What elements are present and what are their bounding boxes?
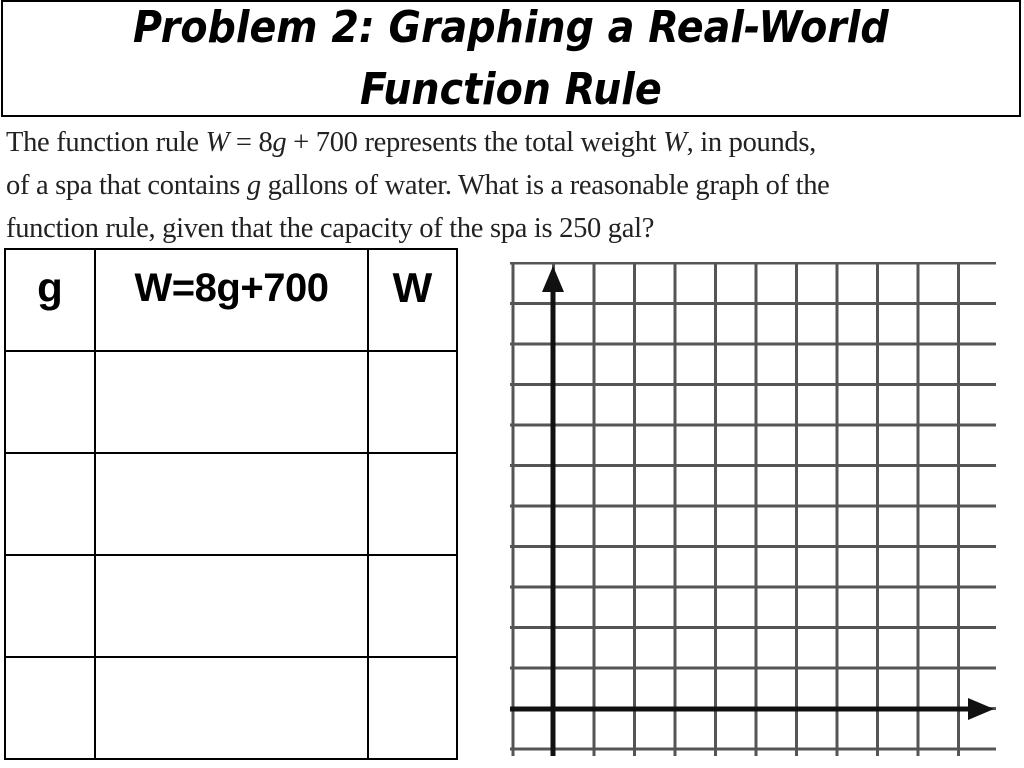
problem-text-segment: + 700 represents the total weight [286, 127, 664, 158]
problem-text-segment: = 8 [229, 127, 273, 158]
table-row [4, 656, 458, 760]
grid-lines [510, 262, 996, 756]
problem-statement: The function rule W = 8g + 700 represent… [6, 121, 1020, 250]
problem-text-segment: of a spa that contains [6, 170, 247, 201]
problem-line-1: The function rule W = 8g + 700 represent… [6, 121, 1020, 164]
table-cell [4, 656, 96, 760]
table-cell [94, 350, 369, 454]
table-cell [94, 452, 369, 556]
math-variable: g [272, 127, 287, 158]
coordinate-grid [510, 262, 996, 756]
table-row [4, 452, 458, 556]
y-axis-arrow-icon [542, 266, 564, 292]
table-cell [367, 452, 458, 556]
header-rule: W=8g+700 [94, 248, 369, 352]
table-header-row: g W=8g+700 W [4, 248, 458, 352]
math-variable: g [246, 170, 261, 201]
header-w: W [367, 248, 458, 352]
table-cell [367, 656, 458, 760]
table-row [4, 554, 458, 658]
problem-text-segment: gallons of water. What is a reasonable g… [260, 170, 830, 201]
table-cell [367, 350, 458, 454]
problem-text-segment: , in pounds, [686, 127, 817, 158]
problem-text-segment: function rule, given that the capacity o… [6, 213, 655, 244]
math-variable: W [663, 127, 687, 158]
x-axis-arrow-icon [968, 698, 994, 720]
title-box: Problem 2: Graphing a Real-World Functio… [1, 0, 1021, 117]
table-cell [94, 656, 369, 760]
title-line-2: Function Rule [360, 63, 662, 115]
problem-text-segment: The function rule [6, 127, 206, 158]
table-cell [94, 554, 369, 658]
problem-line-2: of a spa that contains g gallons of wate… [6, 164, 1020, 207]
table-cell [4, 554, 96, 658]
table-row [4, 350, 458, 454]
problem-line-3: function rule, given that the capacity o… [6, 207, 1020, 250]
slide-title: Problem 2: Graphing a Real-World Functio… [133, 0, 889, 121]
math-variable: W [205, 127, 230, 158]
title-line-1: Problem 2: Graphing a Real-World [133, 1, 889, 53]
table-cell [367, 554, 458, 658]
header-g: g [4, 248, 96, 352]
function-table: g W=8g+700 W [4, 248, 458, 760]
table-cell [4, 452, 96, 556]
table-cell [4, 350, 96, 454]
